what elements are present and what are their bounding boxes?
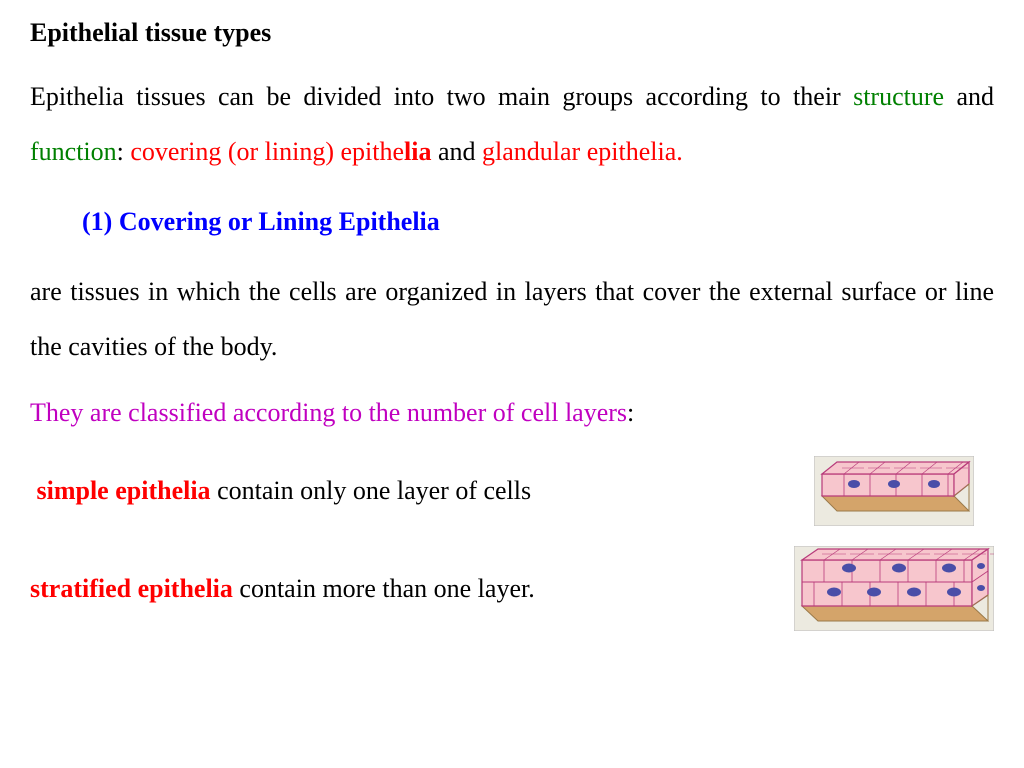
text: Epithelia tissues can be divided into tw… (30, 82, 853, 111)
stratified-epithelia-row: stratified epithelia contain more than o… (30, 546, 994, 631)
word-function: function (30, 137, 117, 166)
classification-paragraph: They are classified according to the num… (30, 398, 994, 428)
text: and (431, 137, 482, 166)
desc-stratified: contain more than one layer. (233, 574, 535, 603)
phrase-glandular-epithelia: glandular epithelia (482, 137, 676, 166)
section-heading: (1) Covering or Lining Epithelia (82, 207, 994, 237)
text: . (676, 137, 683, 166)
simple-epithelia-row: simple epithelia contain only one layer … (30, 456, 994, 526)
text: : (117, 137, 131, 166)
phrase-covering-epithelia: covering (or lining) epithe (130, 137, 404, 166)
text: and (944, 82, 994, 111)
word-structure: structure (853, 82, 944, 111)
phrase-lia: lia (404, 137, 431, 166)
intro-paragraph: Epithelia tissues can be divided into tw… (30, 70, 994, 179)
label-simple: simple epithelia (37, 476, 211, 505)
colon: : (627, 398, 634, 427)
definition-paragraph: are tissues in which the cells are organ… (30, 265, 994, 374)
simple-tissue-icon (814, 456, 974, 526)
page-title: Epithelial tissue types (30, 18, 994, 48)
desc-simple: contain only one layer of cells (211, 476, 532, 505)
stratified-tissue-icon (794, 546, 994, 631)
stratified-epithelia-text: stratified epithelia contain more than o… (30, 574, 794, 604)
text: They are classified according to the num… (30, 398, 627, 427)
simple-epithelia-text: simple epithelia contain only one layer … (30, 476, 794, 506)
label-stratified: stratified epithelia (30, 574, 233, 603)
